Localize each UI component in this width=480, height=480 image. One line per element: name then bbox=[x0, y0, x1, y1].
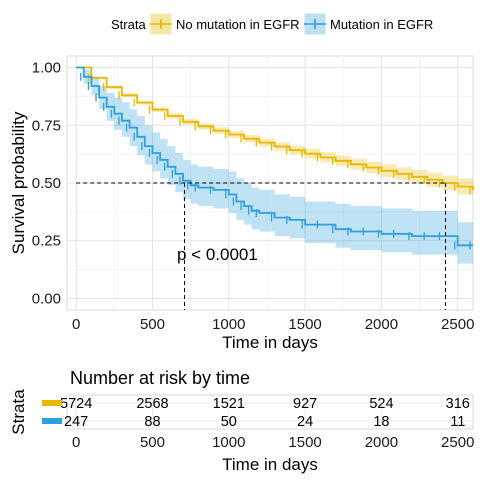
risk-x-tick-label: 0 bbox=[72, 434, 80, 451]
risk-strata-key-no-mutation-in-egfr bbox=[42, 400, 62, 406]
risk-x-tick-label: 2500 bbox=[441, 434, 474, 451]
risk-table-panel bbox=[66, 394, 474, 430]
risk-table-y-label: Strata bbox=[9, 389, 28, 435]
x-tick-label: 500 bbox=[140, 316, 165, 333]
risk-value-no-mutation-in-egfr: 5724 bbox=[60, 396, 92, 412]
y-tick-label: 1.00 bbox=[32, 60, 61, 77]
risk-value-mutation-in-egfr: 88 bbox=[144, 414, 160, 430]
risk-table-values: 5724 2568 1521 927 524 316 247 88 50 24 18 11 bbox=[60, 396, 470, 430]
ci-band-no-mutation-in-egfr bbox=[76, 67, 473, 199]
risk-table-x-ticks: 0 500 1000 1500 2000 2500 bbox=[72, 434, 474, 451]
survival-curve-mutation-in-egfr bbox=[76, 66, 473, 247]
risk-table-title: Number at risk by time bbox=[70, 368, 250, 388]
y-tick-label: 0.75 bbox=[32, 117, 61, 134]
risk-x-tick-label: 1500 bbox=[288, 434, 321, 451]
legend-title: Strata bbox=[111, 17, 146, 32]
x-tick-label: 1500 bbox=[288, 316, 321, 333]
risk-value-mutation-in-egfr: 247 bbox=[64, 414, 88, 430]
risk-table-grid bbox=[67, 395, 473, 429]
risk-table-strata-keys bbox=[42, 400, 62, 424]
risk-value-no-mutation-in-egfr: 927 bbox=[293, 396, 317, 412]
risk-value-no-mutation-in-egfr: 1521 bbox=[213, 396, 245, 412]
legend-label-mutation: Mutation in EGFR bbox=[330, 17, 433, 32]
risk-value-no-mutation-in-egfr: 2568 bbox=[136, 396, 168, 412]
survival-plot: 0 500 1000 1500 2000 2500 0.00 0.25 0.50 0.75 1.0… bbox=[9, 55, 474, 352]
risk-value-mutation-in-egfr: 24 bbox=[297, 414, 313, 430]
x-tick-label: 0 bbox=[72, 316, 80, 333]
risk-value-mutation-in-egfr: 11 bbox=[450, 414, 465, 430]
x-axis-ticks: 0 500 1000 1500 2000 2500 bbox=[72, 316, 474, 333]
p-value-annotation: p < 0.0001 bbox=[177, 245, 258, 264]
legend: Strata No mutation in EGFR Mutation in E… bbox=[111, 12, 433, 36]
x-tick-label: 2000 bbox=[365, 316, 398, 333]
risk-value-no-mutation-in-egfr: 316 bbox=[446, 396, 470, 412]
legend-label-no-mutation: No mutation in EGFR bbox=[176, 17, 300, 32]
y-tick-label: 0.50 bbox=[32, 175, 61, 192]
risk-x-tick-label: 2000 bbox=[365, 434, 398, 451]
risk-x-tick-label: 500 bbox=[140, 434, 165, 451]
risk-value-mutation-in-egfr: 50 bbox=[221, 414, 237, 430]
ci-band-mutation-in-egfr bbox=[76, 67, 473, 264]
legend-key-mutation bbox=[303, 12, 327, 36]
risk-value-mutation-in-egfr: 18 bbox=[373, 414, 389, 430]
risk-table: Number at risk by time 5724 2568 1521 927 52… bbox=[9, 368, 474, 474]
y-axis-label: Survival probability bbox=[9, 111, 28, 254]
confidence-bands bbox=[76, 67, 473, 264]
risk-strata-key-mutation-in-egfr bbox=[42, 418, 62, 424]
y-tick-label: 0.25 bbox=[32, 233, 61, 250]
survival-curve-no-mutation-in-egfr bbox=[76, 66, 474, 191]
x-axis-label: Time in days bbox=[222, 333, 318, 352]
risk-table-x-label: Time in days bbox=[222, 455, 318, 474]
x-tick-label: 2500 bbox=[441, 316, 474, 333]
x-tick-label: 1000 bbox=[212, 316, 245, 333]
median-lines bbox=[76, 182, 447, 310]
y-axis-ticks: 0.00 0.25 0.50 0.75 1.00 bbox=[32, 60, 61, 308]
y-tick-label: 0.00 bbox=[32, 290, 61, 307]
legend-key-no-mutation bbox=[149, 12, 173, 36]
survival-curves bbox=[76, 66, 474, 250]
risk-value-no-mutation-in-egfr: 524 bbox=[369, 396, 393, 412]
risk-x-tick-label: 1000 bbox=[212, 434, 245, 451]
